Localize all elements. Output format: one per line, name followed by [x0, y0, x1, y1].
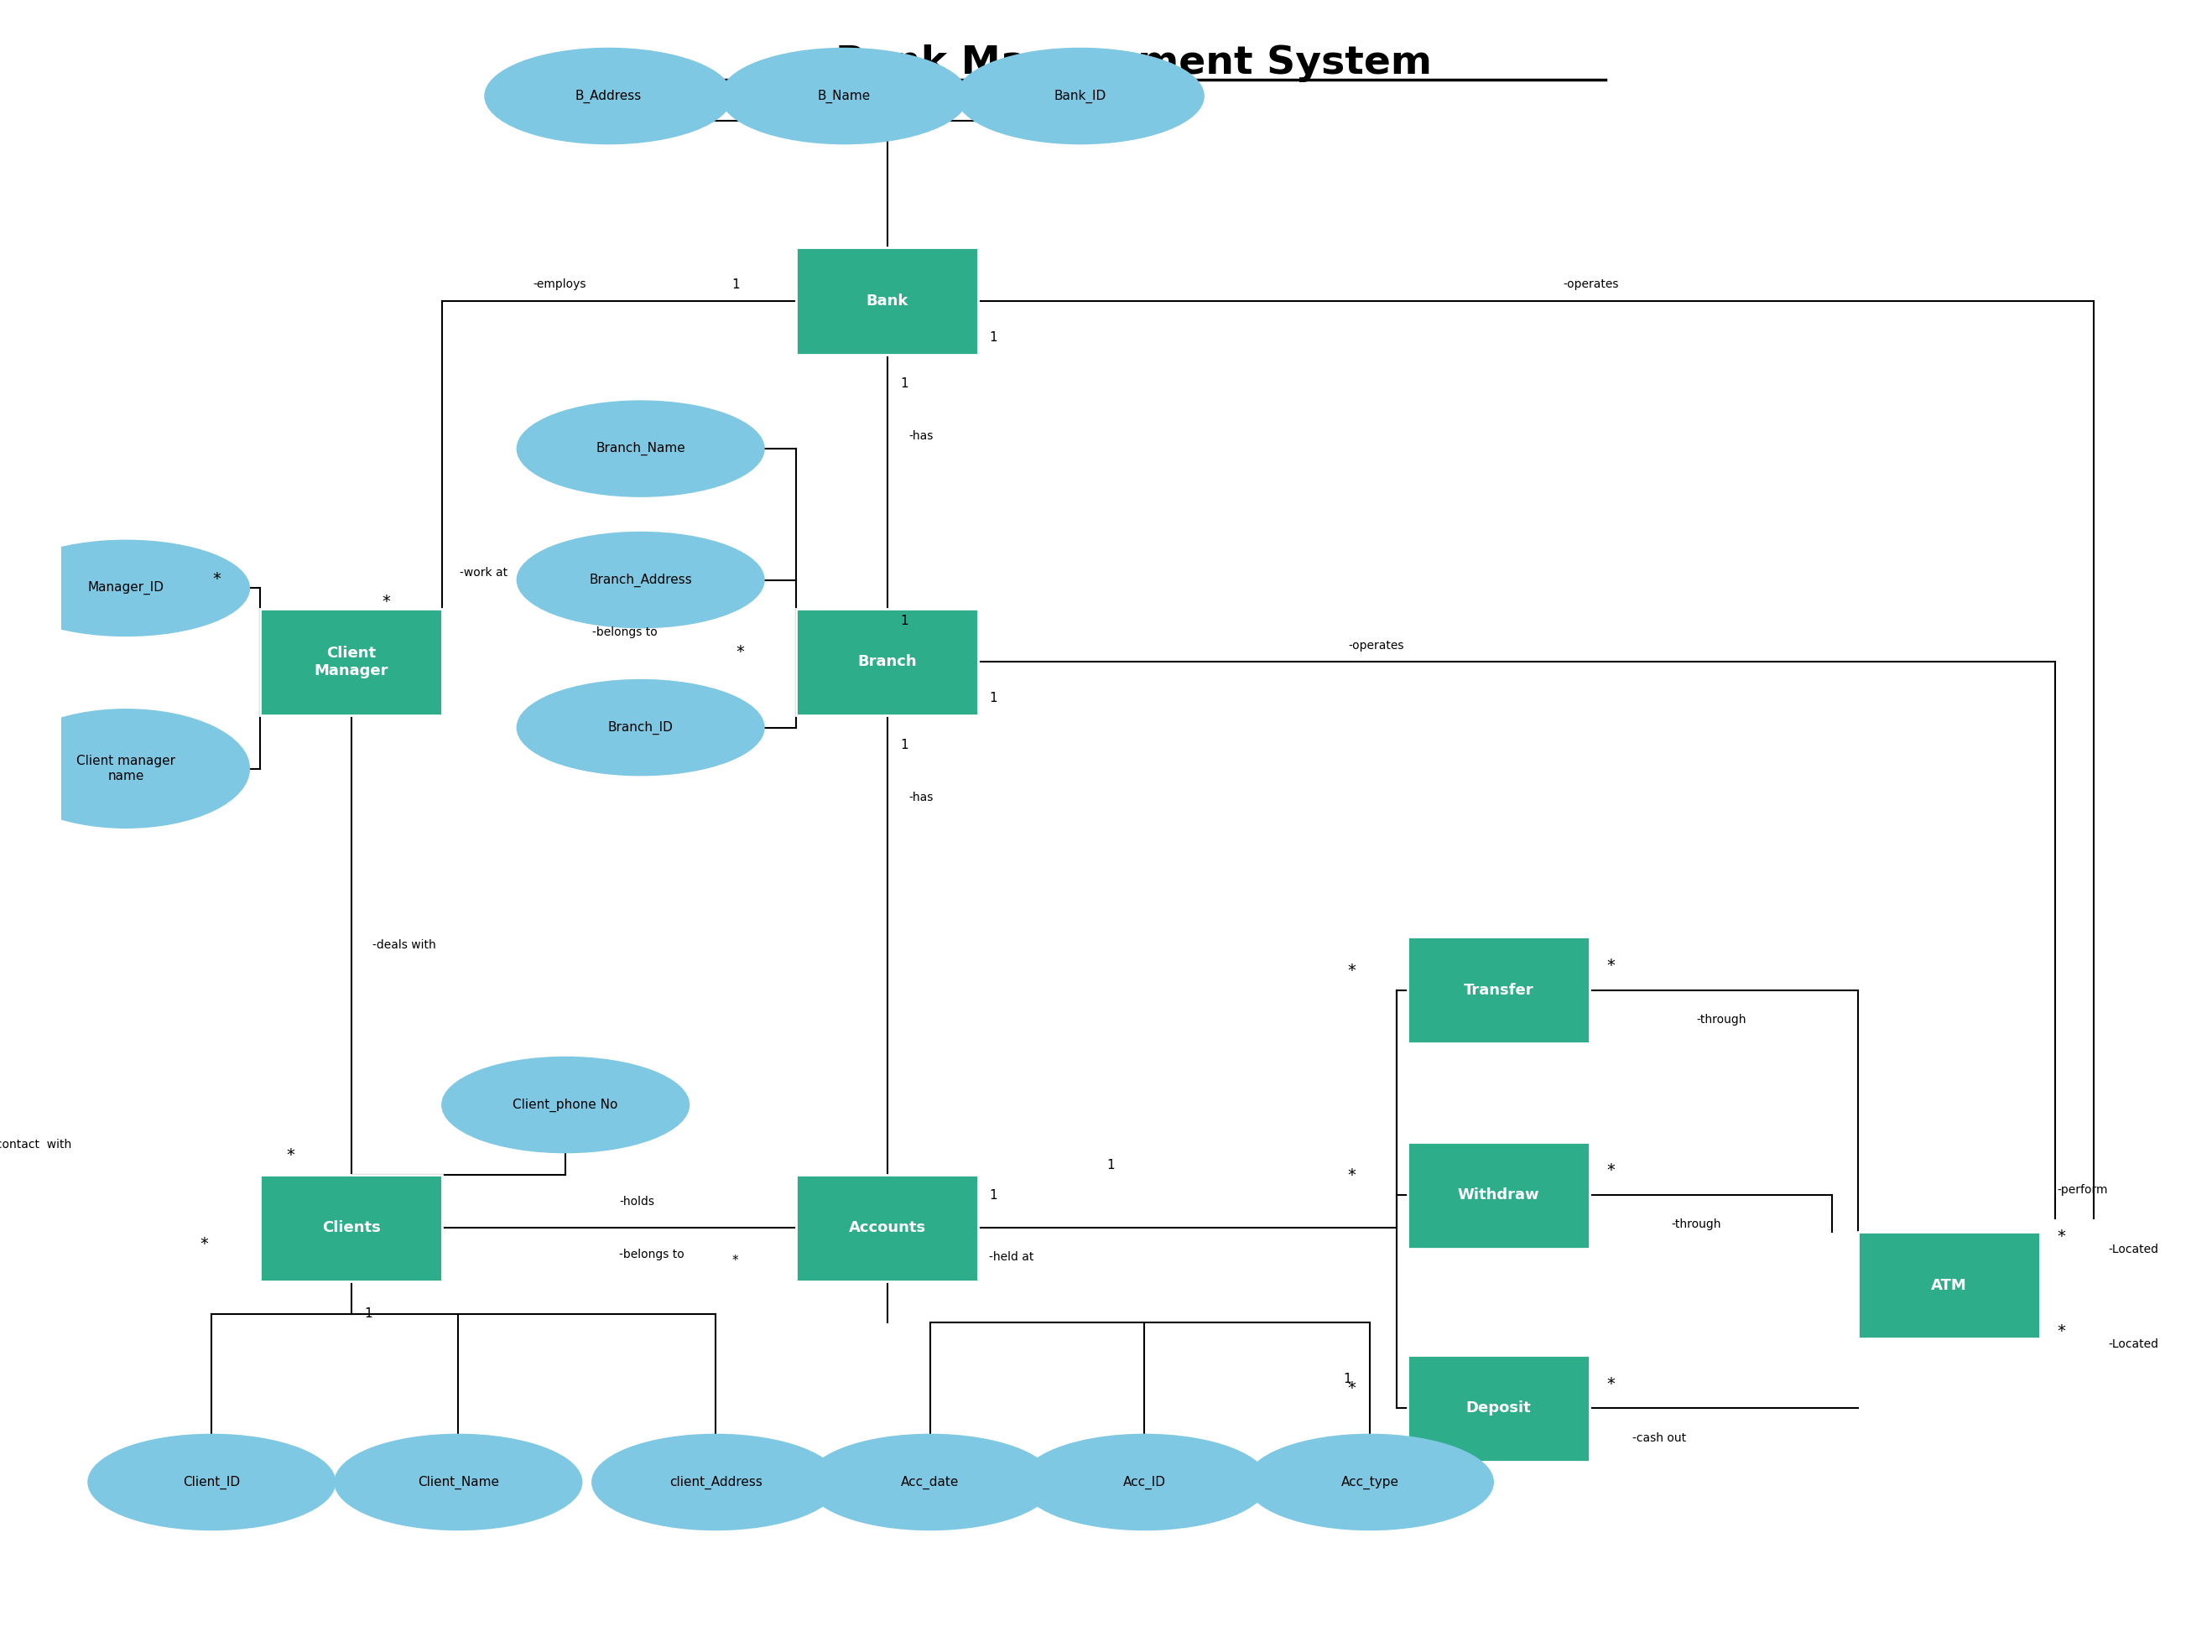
Text: Branch_Address: Branch_Address	[588, 573, 692, 586]
Text: Clients: Clients	[321, 1221, 380, 1236]
Text: Accounts: Accounts	[849, 1221, 927, 1236]
Text: Client_phone No: Client_phone No	[513, 1099, 617, 1112]
Text: 1: 1	[732, 279, 739, 291]
Text: Bank: Bank	[867, 294, 909, 309]
Text: Branch_Name: Branch_Name	[595, 443, 686, 456]
FancyBboxPatch shape	[1407, 1142, 1590, 1249]
Ellipse shape	[2, 710, 250, 828]
Text: Client_ID: Client_ID	[184, 1475, 241, 1488]
Text: *: *	[1606, 1163, 1615, 1178]
Text: -belongs to: -belongs to	[593, 626, 657, 638]
Text: *: *	[737, 644, 743, 661]
Text: -through: -through	[1670, 1219, 1721, 1231]
Ellipse shape	[958, 48, 1203, 144]
Ellipse shape	[593, 1434, 838, 1530]
Text: -has: -has	[909, 791, 933, 803]
Text: -work at: -work at	[460, 567, 507, 578]
Text: 1: 1	[365, 1308, 372, 1320]
Text: -contact  with: -contact with	[0, 1140, 71, 1151]
Text: *: *	[2057, 1227, 2066, 1244]
Text: client_Address: client_Address	[670, 1475, 763, 1488]
Text: -cash out: -cash out	[1632, 1432, 1686, 1444]
Text: -operates: -operates	[1564, 279, 1619, 291]
Text: -deals with: -deals with	[372, 938, 436, 952]
Text: *: *	[1347, 1168, 1356, 1183]
Text: Branch: Branch	[858, 654, 916, 669]
Text: 1: 1	[900, 378, 909, 390]
Text: -held at: -held at	[989, 1252, 1033, 1264]
Ellipse shape	[88, 1434, 334, 1530]
Ellipse shape	[721, 48, 967, 144]
Text: *: *	[212, 572, 221, 586]
Text: *: *	[1347, 963, 1356, 978]
Text: *: *	[732, 1254, 739, 1267]
Text: -perform: -perform	[2057, 1184, 2108, 1196]
Text: 1: 1	[1106, 1160, 1115, 1171]
Text: Manager_ID: Manager_ID	[88, 582, 164, 595]
Text: -Located: -Located	[2108, 1244, 2159, 1256]
Text: Branch_ID: Branch_ID	[608, 720, 672, 735]
FancyBboxPatch shape	[796, 1175, 978, 1282]
FancyBboxPatch shape	[1858, 1232, 2039, 1338]
Ellipse shape	[442, 1057, 688, 1153]
Text: Acc_ID: Acc_ID	[1124, 1475, 1166, 1488]
Text: -through: -through	[1697, 1014, 1747, 1026]
Text: Client_Name: Client_Name	[418, 1475, 500, 1488]
Text: Acc_type: Acc_type	[1340, 1475, 1398, 1488]
Text: Transfer: Transfer	[1464, 983, 1533, 998]
Text: Bank Management System: Bank Management System	[836, 45, 1431, 83]
Text: -employs: -employs	[533, 279, 586, 291]
Text: Withdraw: Withdraw	[1458, 1188, 1540, 1203]
Text: *: *	[2057, 1323, 2066, 1340]
Text: *: *	[288, 1146, 294, 1163]
Text: 1: 1	[989, 1189, 998, 1201]
Text: *: *	[383, 595, 392, 610]
FancyBboxPatch shape	[796, 248, 978, 355]
Ellipse shape	[484, 48, 732, 144]
Text: 1: 1	[900, 615, 909, 628]
FancyBboxPatch shape	[1407, 937, 1590, 1044]
Text: Client manager
name: Client manager name	[77, 755, 175, 781]
Text: B_Name: B_Name	[818, 89, 872, 102]
Text: -Located: -Located	[2108, 1338, 2159, 1350]
Ellipse shape	[2, 540, 250, 636]
Ellipse shape	[1245, 1434, 1493, 1530]
Text: Client
Manager: Client Manager	[314, 646, 387, 679]
Text: B_Address: B_Address	[575, 89, 641, 102]
Text: 1: 1	[989, 330, 998, 344]
Text: -belongs to: -belongs to	[619, 1249, 684, 1260]
Ellipse shape	[518, 532, 763, 628]
Text: -has: -has	[909, 431, 933, 443]
FancyBboxPatch shape	[796, 608, 978, 715]
Text: Bank_ID: Bank_ID	[1055, 89, 1106, 102]
Ellipse shape	[334, 1434, 582, 1530]
Text: *: *	[1347, 1381, 1356, 1396]
Ellipse shape	[1022, 1434, 1267, 1530]
Text: ATM: ATM	[1931, 1277, 1966, 1294]
Text: Deposit: Deposit	[1467, 1401, 1531, 1416]
Text: *: *	[199, 1236, 208, 1252]
FancyBboxPatch shape	[261, 608, 442, 715]
Ellipse shape	[518, 401, 763, 496]
Text: 1: 1	[900, 738, 909, 752]
Text: *: *	[1606, 958, 1615, 973]
Text: *: *	[1606, 1376, 1615, 1391]
FancyBboxPatch shape	[261, 1175, 442, 1282]
Text: 1: 1	[1343, 1373, 1352, 1384]
FancyBboxPatch shape	[1407, 1355, 1590, 1462]
Ellipse shape	[518, 681, 763, 775]
Text: Acc_date: Acc_date	[900, 1475, 960, 1488]
Text: -operates: -operates	[1349, 639, 1405, 651]
Text: 1: 1	[989, 692, 998, 704]
Text: -holds: -holds	[619, 1196, 655, 1208]
Ellipse shape	[807, 1434, 1053, 1530]
